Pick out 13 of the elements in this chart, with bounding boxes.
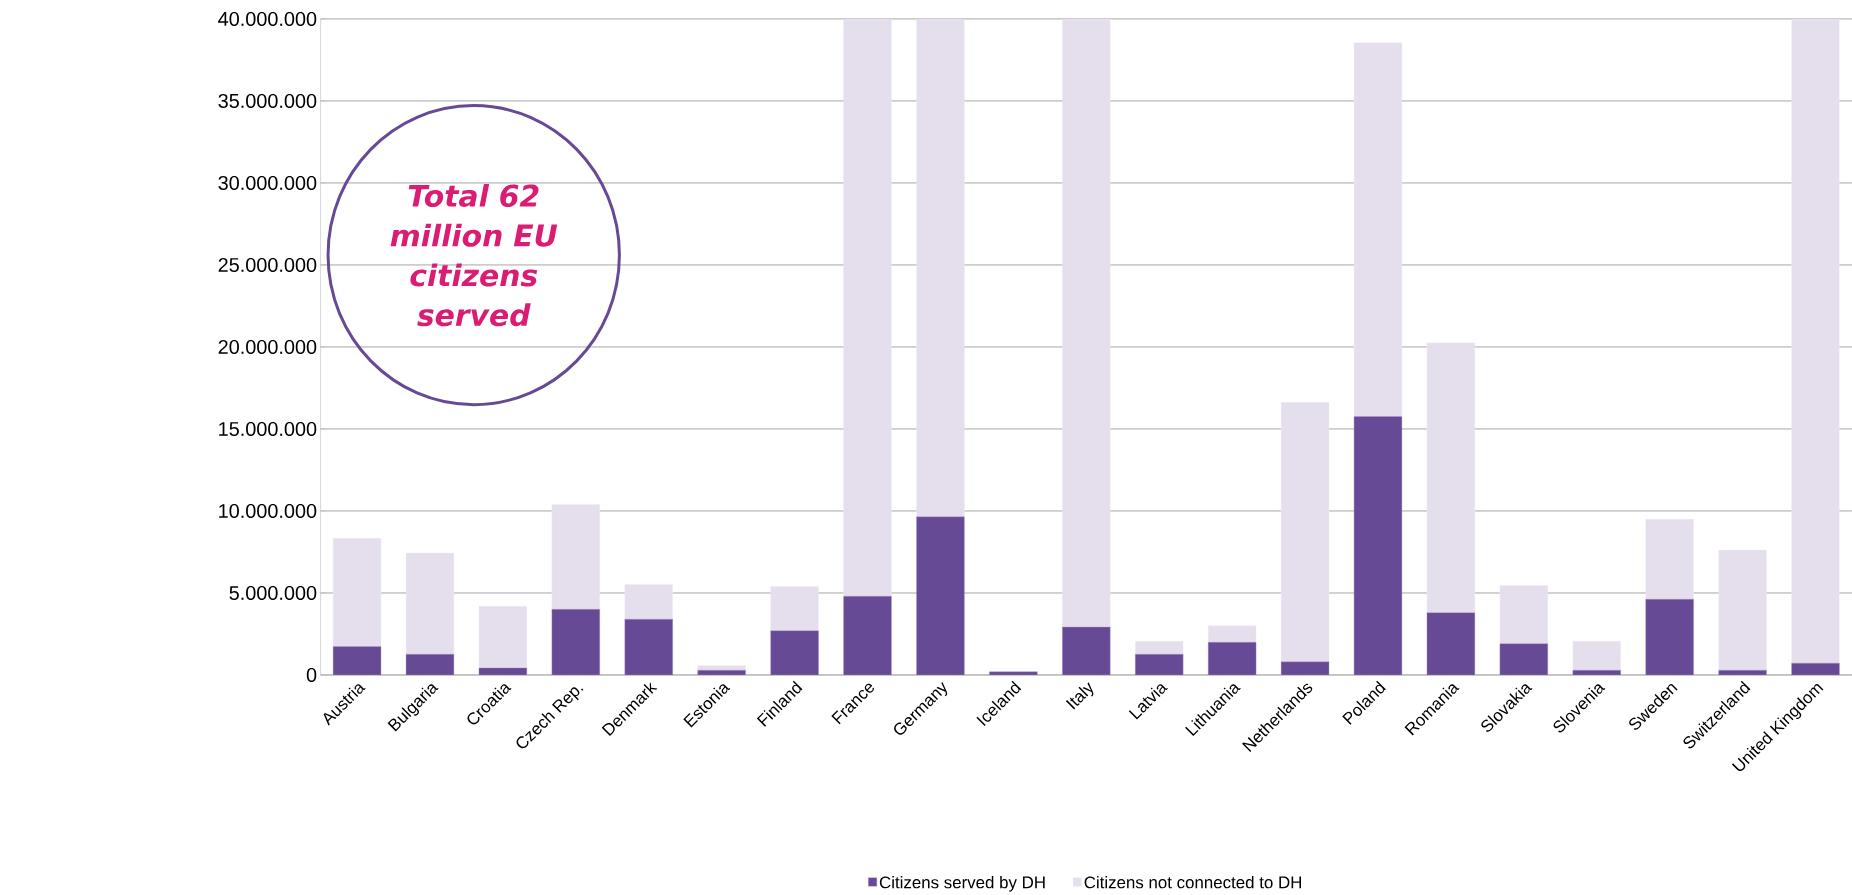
y-tick-label: 30.000.000: [218, 175, 317, 190]
y-tick-label: 25.000.000: [218, 257, 317, 272]
y-tick-label: 15.000.000: [219, 421, 317, 436]
y-tick-label: 35.000.000: [218, 93, 317, 108]
legend-label: Citizens served by DH: [879, 875, 1045, 892]
x-tick-label: Italy: [1065, 682, 1094, 710]
annotation: Total 62 million EU citizens served: [390, 183, 558, 327]
legend-label: Citizens not connected to DH: [1084, 875, 1302, 889]
y-tick-label: 20.000.000: [218, 339, 317, 354]
y-tick-label: 0: [306, 667, 317, 682]
y-tick-label: 40.000.000: [218, 11, 317, 26]
y-tick-label: 10.000.000: [219, 503, 317, 518]
y-tick-label: 5.000.000: [229, 585, 317, 600]
